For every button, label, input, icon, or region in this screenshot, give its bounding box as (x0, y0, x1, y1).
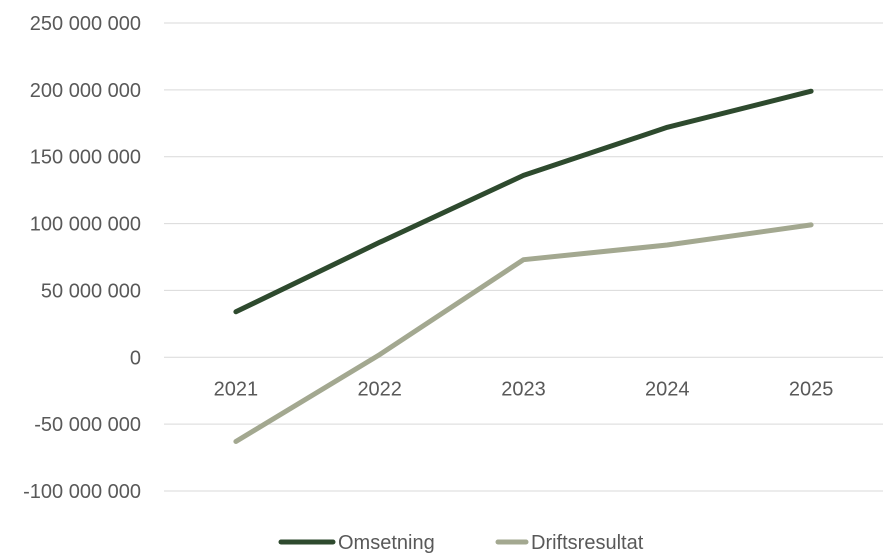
series-line (233, 222, 814, 444)
y-tick-label: 50 000 000 (41, 280, 141, 302)
y-tick-label: -50 000 000 (34, 414, 141, 436)
series-line (233, 88, 814, 315)
legend-label: Driftsresultat (531, 532, 644, 554)
y-tick-label: 200 000 000 (30, 80, 141, 102)
y-tick-label: 100 000 000 (30, 214, 141, 236)
y-tick-label: 150 000 000 (30, 147, 141, 169)
x-tick-label: 2023 (501, 378, 546, 400)
x-tick-label: 2025 (789, 378, 834, 400)
y-tick-label: -100 000 000 (23, 481, 141, 503)
legend: Omsetning Driftsresultat (278, 532, 644, 554)
x-tick-label: 2022 (357, 378, 402, 400)
legend-label: Omsetning (338, 532, 435, 554)
x-axis: 2021 2022 2023 2024 2025 (214, 378, 834, 400)
y-axis: 250 000 000 200 000 000 150 000 000 100 000… (23, 13, 141, 503)
y-tick-label: 250 000 000 (30, 13, 141, 35)
x-tick-label: 2024 (645, 378, 690, 400)
series-lines (233, 88, 814, 444)
y-tick-label: 0 (130, 347, 141, 369)
x-tick-label: 2021 (214, 378, 259, 400)
